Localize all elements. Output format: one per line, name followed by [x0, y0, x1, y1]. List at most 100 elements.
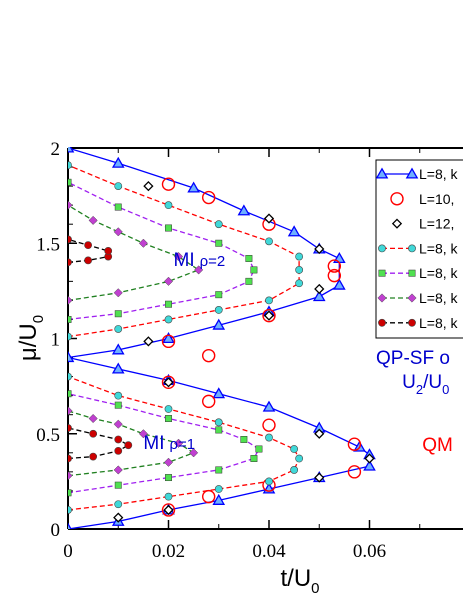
data-point: [164, 405, 173, 413]
data-point: [111, 362, 125, 374]
data-point: [111, 156, 125, 168]
data-point: [114, 446, 123, 455]
data-point: [237, 204, 251, 216]
data-point: [262, 418, 276, 432]
data-point: [314, 243, 325, 255]
data-point: [201, 190, 216, 205]
legend: L=8, k L=10, L=12, L=8, k L=8, k L=8, k L=8, k: [375, 159, 463, 339]
data-point: [161, 334, 176, 349]
data-point: [89, 452, 98, 461]
data-point: [250, 455, 258, 462]
data-point: [363, 459, 376, 471]
annotation: MI ρ=2: [174, 250, 226, 271]
data-point: [68, 471, 73, 481]
legend-marker: [408, 318, 416, 327]
data-point: [262, 400, 276, 412]
data-point: [347, 465, 362, 479]
legend-marker: [407, 293, 417, 303]
legend-label: L=12,: [419, 216, 454, 232]
data-point: [113, 419, 123, 429]
data-point: [88, 215, 98, 225]
data-point: [314, 472, 325, 483]
data-point: [68, 372, 72, 381]
data-point: [113, 288, 123, 298]
data-point: [333, 278, 346, 290]
x-tick-label: 0: [63, 541, 73, 562]
annotation: QP-SF o: [376, 348, 450, 369]
data-point: [114, 500, 123, 509]
data-point: [295, 266, 304, 274]
data-point: [189, 448, 199, 458]
series-line: [68, 204, 201, 302]
legend-label: L=8, k: [419, 290, 459, 306]
data-point: [68, 316, 72, 323]
data-point: [263, 213, 275, 224]
legend-marker: [375, 167, 389, 179]
data-point: [263, 310, 275, 321]
legend-marker: [408, 269, 416, 277]
data-point: [165, 415, 172, 422]
data-point: [68, 351, 75, 363]
data-point: [165, 474, 172, 482]
data-point: [295, 252, 304, 261]
data-point: [201, 348, 216, 363]
data-point: [68, 390, 72, 398]
data-point: [143, 336, 154, 347]
data-point: [113, 227, 123, 237]
legend-label: L=8, k: [419, 315, 459, 331]
legend-label: L=8, k: [419, 240, 459, 256]
data-point: [215, 466, 223, 474]
data-point: [143, 180, 154, 192]
y-tick-label: 1: [51, 330, 61, 351]
data-point: [245, 255, 253, 262]
data-point: [161, 177, 176, 191]
data-point: [68, 406, 73, 416]
data-point: [161, 503, 176, 517]
data-point: [68, 424, 72, 432]
data-point: [201, 394, 216, 409]
axis-labels: t/U0 μ/U0: [15, 315, 320, 597]
y-tick-label: 0.5: [36, 425, 60, 446]
data-point: [327, 268, 342, 283]
data-point: [68, 489, 72, 497]
data-point: [124, 441, 133, 450]
data-point: [68, 295, 73, 305]
data-point: [314, 283, 325, 295]
data-point: [295, 454, 304, 463]
plot-area: [68, 147, 376, 529]
data-point: [265, 477, 273, 486]
data-point: [287, 225, 301, 237]
data-point: [214, 220, 223, 229]
data-point: [240, 436, 248, 443]
data-point: [68, 147, 75, 153]
data-point: [245, 277, 253, 285]
data-point: [165, 300, 172, 308]
data-point: [215, 426, 223, 434]
data-point: [250, 266, 258, 274]
y-axis-label: μ/U0: [15, 315, 47, 361]
annotations: MI ρ=2 MI ρ=1 QP-SF o U2/U0 QM: [143, 250, 452, 456]
data-point: [68, 332, 72, 341]
data-point: [212, 493, 226, 505]
data-point: [364, 453, 375, 464]
data-point: [164, 315, 173, 324]
data-point: [114, 203, 122, 211]
data-point: [113, 512, 124, 523]
data-point: [68, 506, 72, 514]
series-line: [68, 181, 255, 321]
data-point: [173, 252, 184, 262]
data-point: [68, 161, 72, 170]
data-point: [164, 201, 173, 210]
data-point: [88, 413, 98, 424]
data-point: [104, 246, 113, 255]
data-point: [165, 224, 172, 232]
data-point: [265, 433, 273, 442]
data-point: [162, 331, 175, 344]
annotation: QM: [422, 435, 453, 456]
legend-marker: [378, 244, 386, 253]
legend-label: L=10,: [419, 191, 454, 207]
axes-frame: 00.020.040.06000.511.52: [36, 139, 463, 562]
data-point: [265, 296, 273, 305]
data-point: [138, 238, 148, 248]
